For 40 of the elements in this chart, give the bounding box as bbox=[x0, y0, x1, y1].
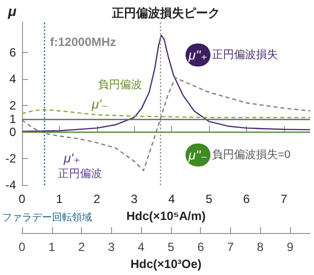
x-axis-title: Hdc(×10⁵A/m) bbox=[126, 209, 206, 223]
annotation: f:12000MHz bbox=[50, 35, 116, 49]
x-tick-label: 4 bbox=[168, 192, 176, 206]
annotation: μ''₊ bbox=[188, 48, 208, 62]
annotation: 正円偏波 bbox=[58, 167, 102, 180]
y-tick-label: 6 bbox=[9, 46, 16, 60]
y-tick-label: 2 bbox=[9, 98, 16, 113]
x2-tick-label: 3 bbox=[108, 240, 116, 254]
x2-tick-label: 0 bbox=[18, 240, 26, 254]
line-series bbox=[21, 34, 311, 132]
x2-tick-label: 6 bbox=[197, 240, 204, 254]
x2-tick-label: 8 bbox=[256, 240, 264, 254]
x2-tick-label: 9 bbox=[286, 240, 294, 254]
x2-tick-label: 4 bbox=[138, 240, 145, 254]
annotation: μ''₋ bbox=[188, 148, 208, 162]
x2-tick-label: 5 bbox=[168, 240, 175, 254]
x2-tick-label: 1 bbox=[48, 240, 56, 254]
y-tick-label: 1 bbox=[9, 112, 16, 126]
chart-title: 正円偏波損失ピーク bbox=[111, 6, 220, 20]
annotation: μ'₋ bbox=[90, 96, 108, 112]
x2-tick-label: 7 bbox=[227, 240, 234, 254]
x-tick-label: 5 bbox=[206, 192, 213, 206]
x-tick-label: 2 bbox=[93, 192, 100, 206]
annotation: μ'₊ bbox=[62, 150, 80, 166]
y-tick-label: 0 bbox=[9, 125, 16, 140]
y-tick-label: -2 bbox=[5, 152, 16, 166]
x2-axis-title: Hdc(×10³Oe) bbox=[130, 257, 202, 271]
x-tick-label: 1 bbox=[56, 192, 64, 206]
annotation: 負円偏波損失=0 bbox=[212, 148, 291, 161]
y-axis-title: μ bbox=[7, 3, 17, 19]
x-tick-label: 6 bbox=[243, 192, 250, 206]
annotation: 正円偏波損失 bbox=[212, 48, 278, 61]
x-tick-label: 7 bbox=[280, 192, 288, 206]
y-tick-label: 4 bbox=[9, 72, 16, 86]
annotation: 負円偏波 bbox=[98, 78, 142, 91]
x-tick-label: 3 bbox=[130, 192, 138, 206]
x-tick-label: 0 bbox=[18, 192, 26, 206]
y-tick-label: -4 bbox=[5, 178, 16, 192]
ref-line-label: ファラデー回転領域 bbox=[2, 212, 92, 224]
x2-tick-label: 2 bbox=[78, 240, 86, 254]
